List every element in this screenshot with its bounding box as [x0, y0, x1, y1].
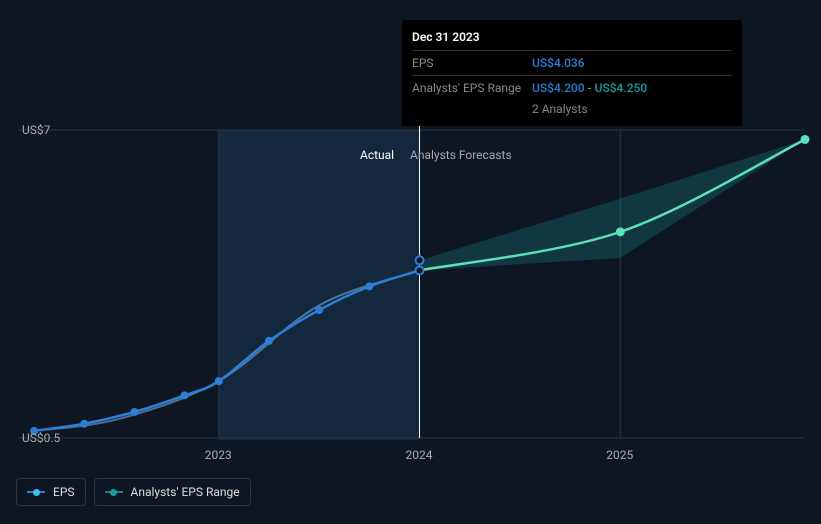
legend-icon [27, 488, 45, 496]
x-axis-tick-label: 2025 [606, 448, 633, 462]
x-axis-tick-label: 2023 [205, 448, 232, 462]
y-axis-tick-label: US$0.5 [22, 431, 60, 445]
forecast-mid-marker [616, 227, 625, 236]
tooltip-date: Dec 31 2023 [412, 28, 732, 50]
eps-actual-marker [265, 337, 273, 345]
legend-label: Analysts' EPS Range [131, 485, 240, 499]
eps-actual-marker [181, 391, 189, 399]
tooltip-range-low: US$4.200 [532, 81, 585, 95]
eps-actual-marker [130, 408, 138, 416]
eps-actual-marker [365, 282, 373, 290]
legend: EPS Analysts' EPS Range [16, 478, 251, 506]
y-axis-tick-label: US$7 [22, 123, 50, 137]
section-label-actual: Actual [360, 148, 394, 162]
eps-actual-marker [80, 420, 88, 428]
forecast-mid-marker [801, 135, 810, 144]
x-axis-tick-label: 2024 [406, 448, 433, 462]
chart-tooltip: Dec 31 2023 EPS US$4.036 Analysts' EPS R… [402, 20, 742, 126]
hover-shade [219, 130, 420, 440]
tooltip-eps-value: US$4.036 [532, 54, 585, 72]
range-marker [416, 256, 424, 264]
tooltip-range-sep: - [585, 81, 595, 95]
tooltip-eps-label: EPS [412, 54, 532, 72]
tooltip-range-label: Analysts' EPS Range [412, 79, 532, 97]
tooltip-range-high: US$4.250 [595, 81, 648, 95]
eps-chart: US$7 US$0.5 2023 2024 2025 Actual Analysts … [0, 0, 821, 520]
eps-actual-marker [315, 306, 323, 314]
legend-item-range[interactable]: Analysts' EPS Range [94, 478, 251, 506]
section-label-forecast: Analysts Forecasts [410, 148, 512, 162]
legend-label: EPS [53, 485, 75, 499]
tooltip-analysts-count: 2 Analysts [412, 100, 732, 118]
range-marker [416, 266, 424, 274]
legend-item-eps[interactable]: EPS [16, 478, 86, 506]
legend-icon [105, 488, 123, 496]
eps-actual-marker [215, 377, 223, 385]
